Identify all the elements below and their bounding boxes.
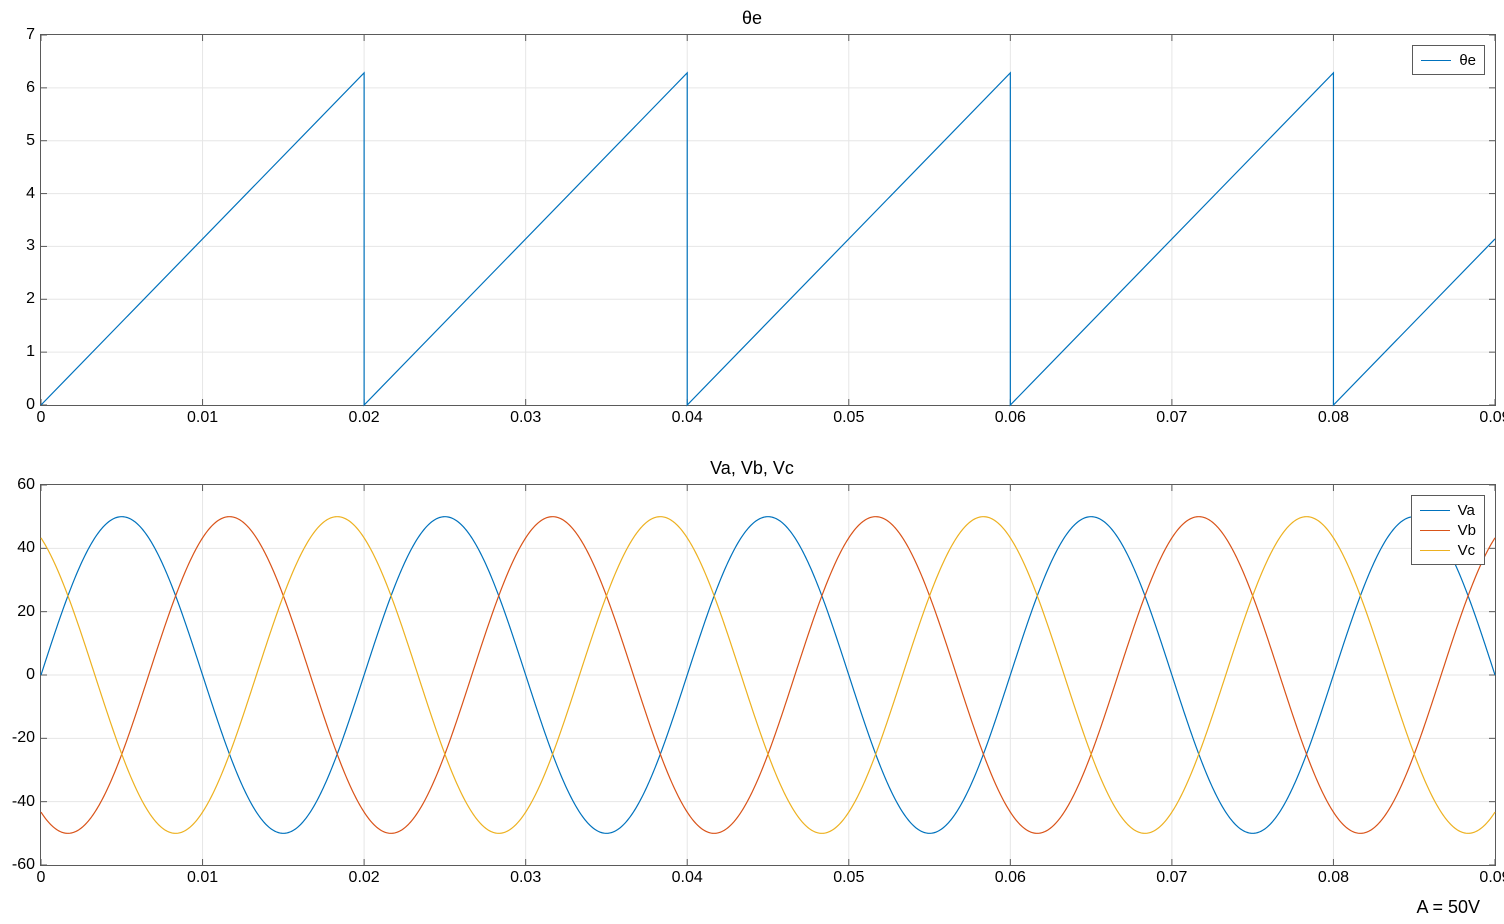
chart2-title: Va, Vb, Vc [0, 458, 1504, 479]
x-tick-label: 0.09 [1479, 865, 1504, 887]
y-tick-label: 40 [17, 539, 41, 557]
chart1-svg [41, 35, 1495, 405]
x-tick-label: 0.02 [349, 405, 380, 427]
footer-amplitude-label: A = 50V [1416, 897, 1480, 918]
x-tick-label: 0.07 [1156, 865, 1187, 887]
page: θe θe 0123456700.010.020.030.040.050.060… [0, 0, 1504, 924]
x-tick-label: 0.03 [510, 405, 541, 427]
legend-item: Vc [1420, 540, 1476, 560]
x-tick-label: 0.05 [833, 865, 864, 887]
x-tick-label: 0.06 [995, 405, 1026, 427]
legend-swatch [1421, 60, 1451, 61]
x-tick-label: 0.04 [672, 865, 703, 887]
y-tick-label: 3 [26, 237, 41, 255]
legend-swatch [1420, 550, 1450, 551]
chart1-legend: θe [1412, 45, 1485, 75]
x-tick-label: 0.02 [349, 865, 380, 887]
chart1-title: θe [0, 8, 1504, 29]
chart2-legend: Va Vb Vc [1411, 495, 1485, 565]
y-tick-label: 60 [17, 476, 41, 494]
x-tick-label: 0.04 [672, 405, 703, 427]
x-tick-label: 0.08 [1318, 405, 1349, 427]
y-tick-label: 6 [26, 79, 41, 97]
chart2-svg [41, 485, 1495, 865]
x-tick-label: 0.09 [1479, 405, 1504, 427]
chart2-plot-area: VaVbVc -60-40-20020406000.010.020.030.04… [40, 484, 1496, 866]
x-tick-label: 0 [37, 865, 46, 887]
x-tick-label: 0.06 [995, 865, 1026, 887]
legend-label: θe [1459, 52, 1476, 69]
y-tick-label: -20 [12, 729, 41, 747]
legend-label: Vb [1458, 522, 1476, 539]
y-tick-label: -40 [12, 793, 41, 811]
x-tick-label: 0.05 [833, 405, 864, 427]
chart1-plot-area: θe 0123456700.010.020.030.040.050.060.07… [40, 34, 1496, 406]
x-tick-label: 0.01 [187, 865, 218, 887]
y-tick-label: 7 [26, 26, 41, 44]
y-tick-label: 4 [26, 185, 41, 203]
y-tick-label: 2 [26, 290, 41, 308]
y-tick-label: 20 [17, 603, 41, 621]
legend-item: Vb [1420, 520, 1476, 540]
x-tick-label: 0.07 [1156, 405, 1187, 427]
x-tick-label: 0.01 [187, 405, 218, 427]
x-tick-label: 0.08 [1318, 865, 1349, 887]
y-tick-label: 1 [26, 343, 41, 361]
y-tick-label: 5 [26, 132, 41, 150]
legend-swatch [1420, 530, 1450, 531]
y-tick-label: 0 [26, 666, 41, 684]
legend-swatch [1420, 510, 1450, 511]
legend-label: Vc [1458, 542, 1476, 559]
legend-label: Va [1458, 502, 1475, 519]
x-tick-label: 0 [37, 405, 46, 427]
legend-item: Va [1420, 500, 1476, 520]
legend-item: θe [1421, 50, 1476, 70]
x-tick-label: 0.03 [510, 865, 541, 887]
